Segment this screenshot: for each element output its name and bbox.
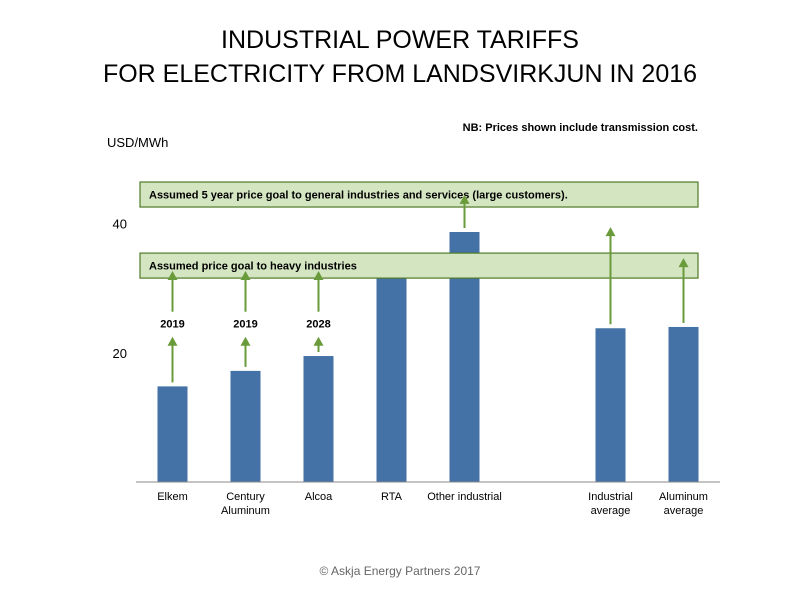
bars	[157, 231, 699, 482]
arrow-0-lower-head	[167, 336, 178, 346]
bar-6	[595, 328, 626, 482]
chart-title-line-1: INDUSTRIAL POWER TARIFFS	[221, 26, 579, 54]
arrow-0-upper-head	[167, 271, 178, 281]
arrow-year-label-1: 2019	[233, 319, 257, 331]
arrow-4-head	[605, 227, 616, 237]
goal-label-1: Assumed price goal to heavy industries	[149, 261, 357, 273]
x-tick-label-7-0: Aluminum	[659, 491, 708, 503]
bar-3	[376, 263, 407, 482]
arrow-year-label-0: 2019	[160, 319, 184, 331]
y-axis-label: USD/MWh	[107, 135, 168, 150]
x-tick-label-3-0: RTA	[381, 491, 403, 503]
x-tick-label-6-0: Industrial	[588, 491, 633, 503]
goal-band-1	[139, 252, 699, 279]
x-tick-label-4-0: Other industrial	[427, 491, 502, 503]
arrow-3-head	[459, 194, 470, 204]
x-tick-label-6-1: average	[591, 505, 631, 517]
bar-7	[668, 326, 699, 482]
arrow-2-lower-head	[313, 336, 324, 346]
goal-band-0	[139, 181, 699, 208]
x-tick-labels: Elkem Century Aluminum Alcoa RTA Other indust…	[157, 491, 708, 517]
bar-2	[303, 356, 334, 482]
arrows: 2019 2019 2028	[160, 194, 689, 383]
copyright-footer: © Askja Energy Partners 2017	[320, 564, 481, 578]
y-tick-label-40: 40	[113, 217, 127, 232]
x-tick-label-0-0: Elkem	[157, 491, 188, 503]
arrow-year-label-2: 2028	[306, 319, 330, 331]
arrow-5-head	[678, 258, 689, 268]
arrow-2-upper-head	[313, 271, 324, 281]
chart-title-line-2: FOR ELECTRICITY FROM LANDSVIRKJUN IN 201…	[103, 60, 697, 88]
bar-0	[157, 386, 188, 482]
bar-1	[230, 370, 261, 482]
x-tick-label-1-1: Aluminum	[221, 505, 270, 517]
x-tick-label-7-1: average	[664, 505, 704, 517]
goal-label-0: Assumed 5 year price goal to general ind…	[149, 190, 568, 202]
arrow-1-lower-head	[240, 336, 251, 346]
transmission-note: NB: Prices shown include transmission co…	[463, 122, 698, 134]
x-tick-label-2-0: Alcoa	[305, 491, 333, 503]
x-tick-label-1-0: Century	[226, 491, 265, 503]
goal-bands: Assumed 5 year price goal to general ind…	[139, 181, 699, 279]
arrow-1-upper-head	[240, 271, 251, 281]
y-tick-label-20: 20	[113, 346, 127, 361]
